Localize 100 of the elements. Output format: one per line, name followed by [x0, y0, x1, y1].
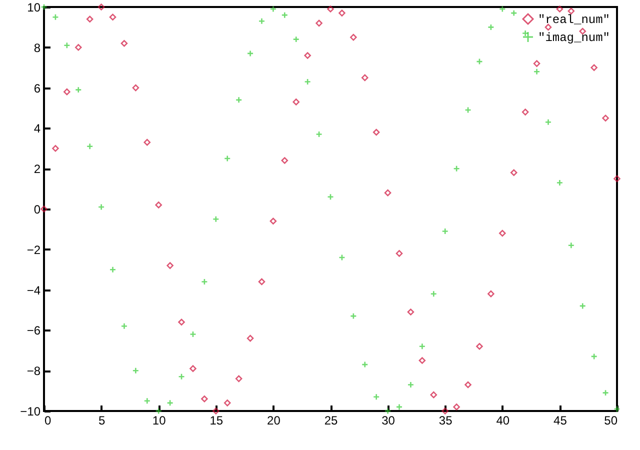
- point: [74, 86, 82, 94]
- point: [235, 375, 242, 382]
- point: [120, 322, 128, 330]
- point: [372, 128, 380, 136]
- point: [64, 88, 70, 96]
- x-tick-label: 35: [438, 414, 453, 428]
- point: [453, 165, 460, 172]
- point: [201, 395, 208, 402]
- point: [178, 318, 185, 326]
- point: [338, 10, 346, 16]
- x-tick-label: 0: [44, 414, 52, 428]
- point: [246, 334, 254, 342]
- point: [52, 145, 59, 152]
- x-tick-label: 10: [152, 414, 166, 428]
- point: [86, 16, 94, 23]
- point: [224, 400, 231, 406]
- x-tick-label: 25: [324, 414, 338, 428]
- point: [178, 373, 185, 380]
- x-tick-label: 45: [554, 414, 568, 428]
- point: [464, 381, 472, 388]
- y-tick-label: −8: [26, 364, 41, 378]
- point: [74, 44, 82, 51]
- point: [212, 408, 220, 414]
- point: [258, 278, 266, 286]
- point: [510, 169, 518, 176]
- point: [86, 142, 94, 150]
- point: [418, 357, 426, 364]
- point: [201, 278, 208, 286]
- point: [407, 308, 414, 316]
- point: [602, 114, 609, 122]
- point: [281, 157, 288, 164]
- y-tick-label: −4: [26, 283, 41, 298]
- point: [568, 8, 575, 14]
- y-tick-label: 2: [34, 162, 41, 176]
- point: [304, 52, 311, 59]
- point: [499, 230, 506, 237]
- point: [120, 40, 128, 47]
- point: [292, 98, 300, 106]
- point: [556, 6, 564, 12]
- point: [568, 242, 575, 249]
- point: [40, 206, 48, 212]
- point: [361, 74, 368, 82]
- y-tick-label: −6: [26, 324, 41, 338]
- point: [442, 228, 448, 235]
- y-tick-label: 10: [27, 0, 41, 14]
- point: [407, 381, 414, 388]
- x-tick-label: 5: [98, 414, 106, 428]
- x-tick-label: 20: [267, 414, 281, 428]
- point: [556, 179, 564, 186]
- point: [190, 330, 196, 338]
- point: [544, 118, 552, 126]
- y-tick-label: 8: [34, 40, 41, 55]
- point: [270, 6, 277, 12]
- point: [64, 42, 70, 49]
- point: [396, 250, 403, 257]
- point: [109, 266, 116, 273]
- point: [522, 108, 529, 116]
- point: [316, 20, 322, 27]
- point: [132, 367, 140, 374]
- point: [190, 365, 196, 372]
- point: [430, 391, 438, 398]
- point: [488, 24, 494, 31]
- point: [338, 254, 346, 261]
- point: [614, 175, 620, 182]
- point: [372, 393, 380, 400]
- point: [212, 216, 220, 222]
- point: [614, 406, 620, 412]
- point: [533, 60, 540, 67]
- point: [292, 36, 300, 43]
- point: [384, 189, 392, 196]
- point: [166, 400, 174, 406]
- y-tick-label: −2: [26, 242, 41, 257]
- point: [155, 202, 162, 208]
- legend-label: "real_num": [538, 13, 610, 27]
- point: [453, 404, 460, 410]
- point: [258, 18, 266, 25]
- y-tick-label: 4: [34, 122, 41, 136]
- point: [590, 64, 598, 71]
- point: [464, 106, 472, 114]
- point: [350, 312, 357, 320]
- point: [281, 12, 288, 18]
- point: [361, 361, 368, 368]
- point: [327, 6, 334, 12]
- point: [442, 408, 448, 414]
- point: [132, 84, 140, 92]
- point: [488, 290, 494, 298]
- point: [109, 14, 116, 20]
- point: [98, 4, 105, 10]
- point: [316, 130, 322, 138]
- x-tick-label: 30: [382, 414, 396, 428]
- point: [52, 14, 59, 20]
- point: [499, 6, 506, 12]
- y-tick-label: 0: [34, 202, 41, 216]
- point: [590, 353, 598, 360]
- x-tick-label: 40: [496, 414, 510, 428]
- point: [98, 204, 105, 210]
- point: [430, 290, 438, 298]
- point: [396, 404, 403, 410]
- x-tick-label: 50: [604, 414, 618, 428]
- point: [418, 342, 426, 350]
